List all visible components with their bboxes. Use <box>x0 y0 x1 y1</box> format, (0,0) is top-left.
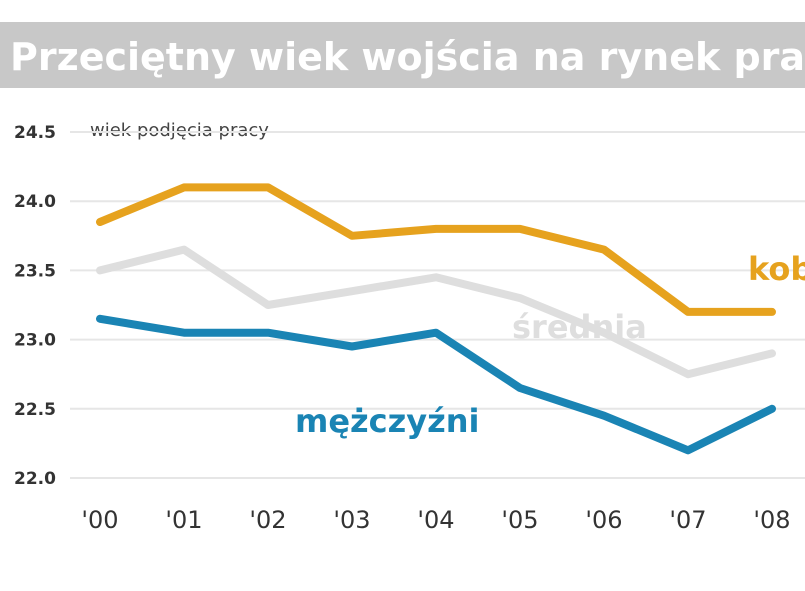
y-axis-label: wiek podjęcia pracy <box>90 120 269 141</box>
y-tick-label: 24.5 <box>14 123 56 143</box>
series-line-average <box>96 245 776 379</box>
series-line-women <box>96 183 776 316</box>
gridlines <box>70 131 805 479</box>
x-tick-label: '08 <box>753 506 790 534</box>
series-lines <box>96 183 776 455</box>
x-tick-label: '03 <box>333 506 370 534</box>
y-tick-label: 23.5 <box>14 261 56 281</box>
series-label: średnia <box>512 308 647 346</box>
y-tick-label: 24.0 <box>14 192 56 212</box>
series-label: mężczyźni <box>295 402 480 440</box>
series-labels: kobiety średnia mężczyźni <box>295 250 805 440</box>
x-tick-label: '05 <box>501 506 538 534</box>
y-tick-label: 23.0 <box>14 331 56 351</box>
x-tick-label: '06 <box>585 506 622 534</box>
x-tick-label: '07 <box>669 506 706 534</box>
x-tick-labels: '00 '01 '02 '03 '04 '05 '06 '07 '08 <box>81 506 790 534</box>
y-tick-label: 22.5 <box>14 400 56 420</box>
series-line-men <box>96 314 776 455</box>
y-tick-label: 22.0 <box>14 469 56 489</box>
x-tick-label: '04 <box>417 506 454 534</box>
series-label: kobiety <box>748 250 805 288</box>
y-tick-labels: 22.0 22.5 23.0 23.5 24.0 24.5 <box>14 123 56 489</box>
chart-title: Przeciętny wiek wojścia na rynek pracy <box>10 35 805 79</box>
x-tick-label: '01 <box>165 506 202 534</box>
x-tick-label: '02 <box>249 506 286 534</box>
x-tick-label: '00 <box>81 506 118 534</box>
title-bar <box>0 22 805 88</box>
